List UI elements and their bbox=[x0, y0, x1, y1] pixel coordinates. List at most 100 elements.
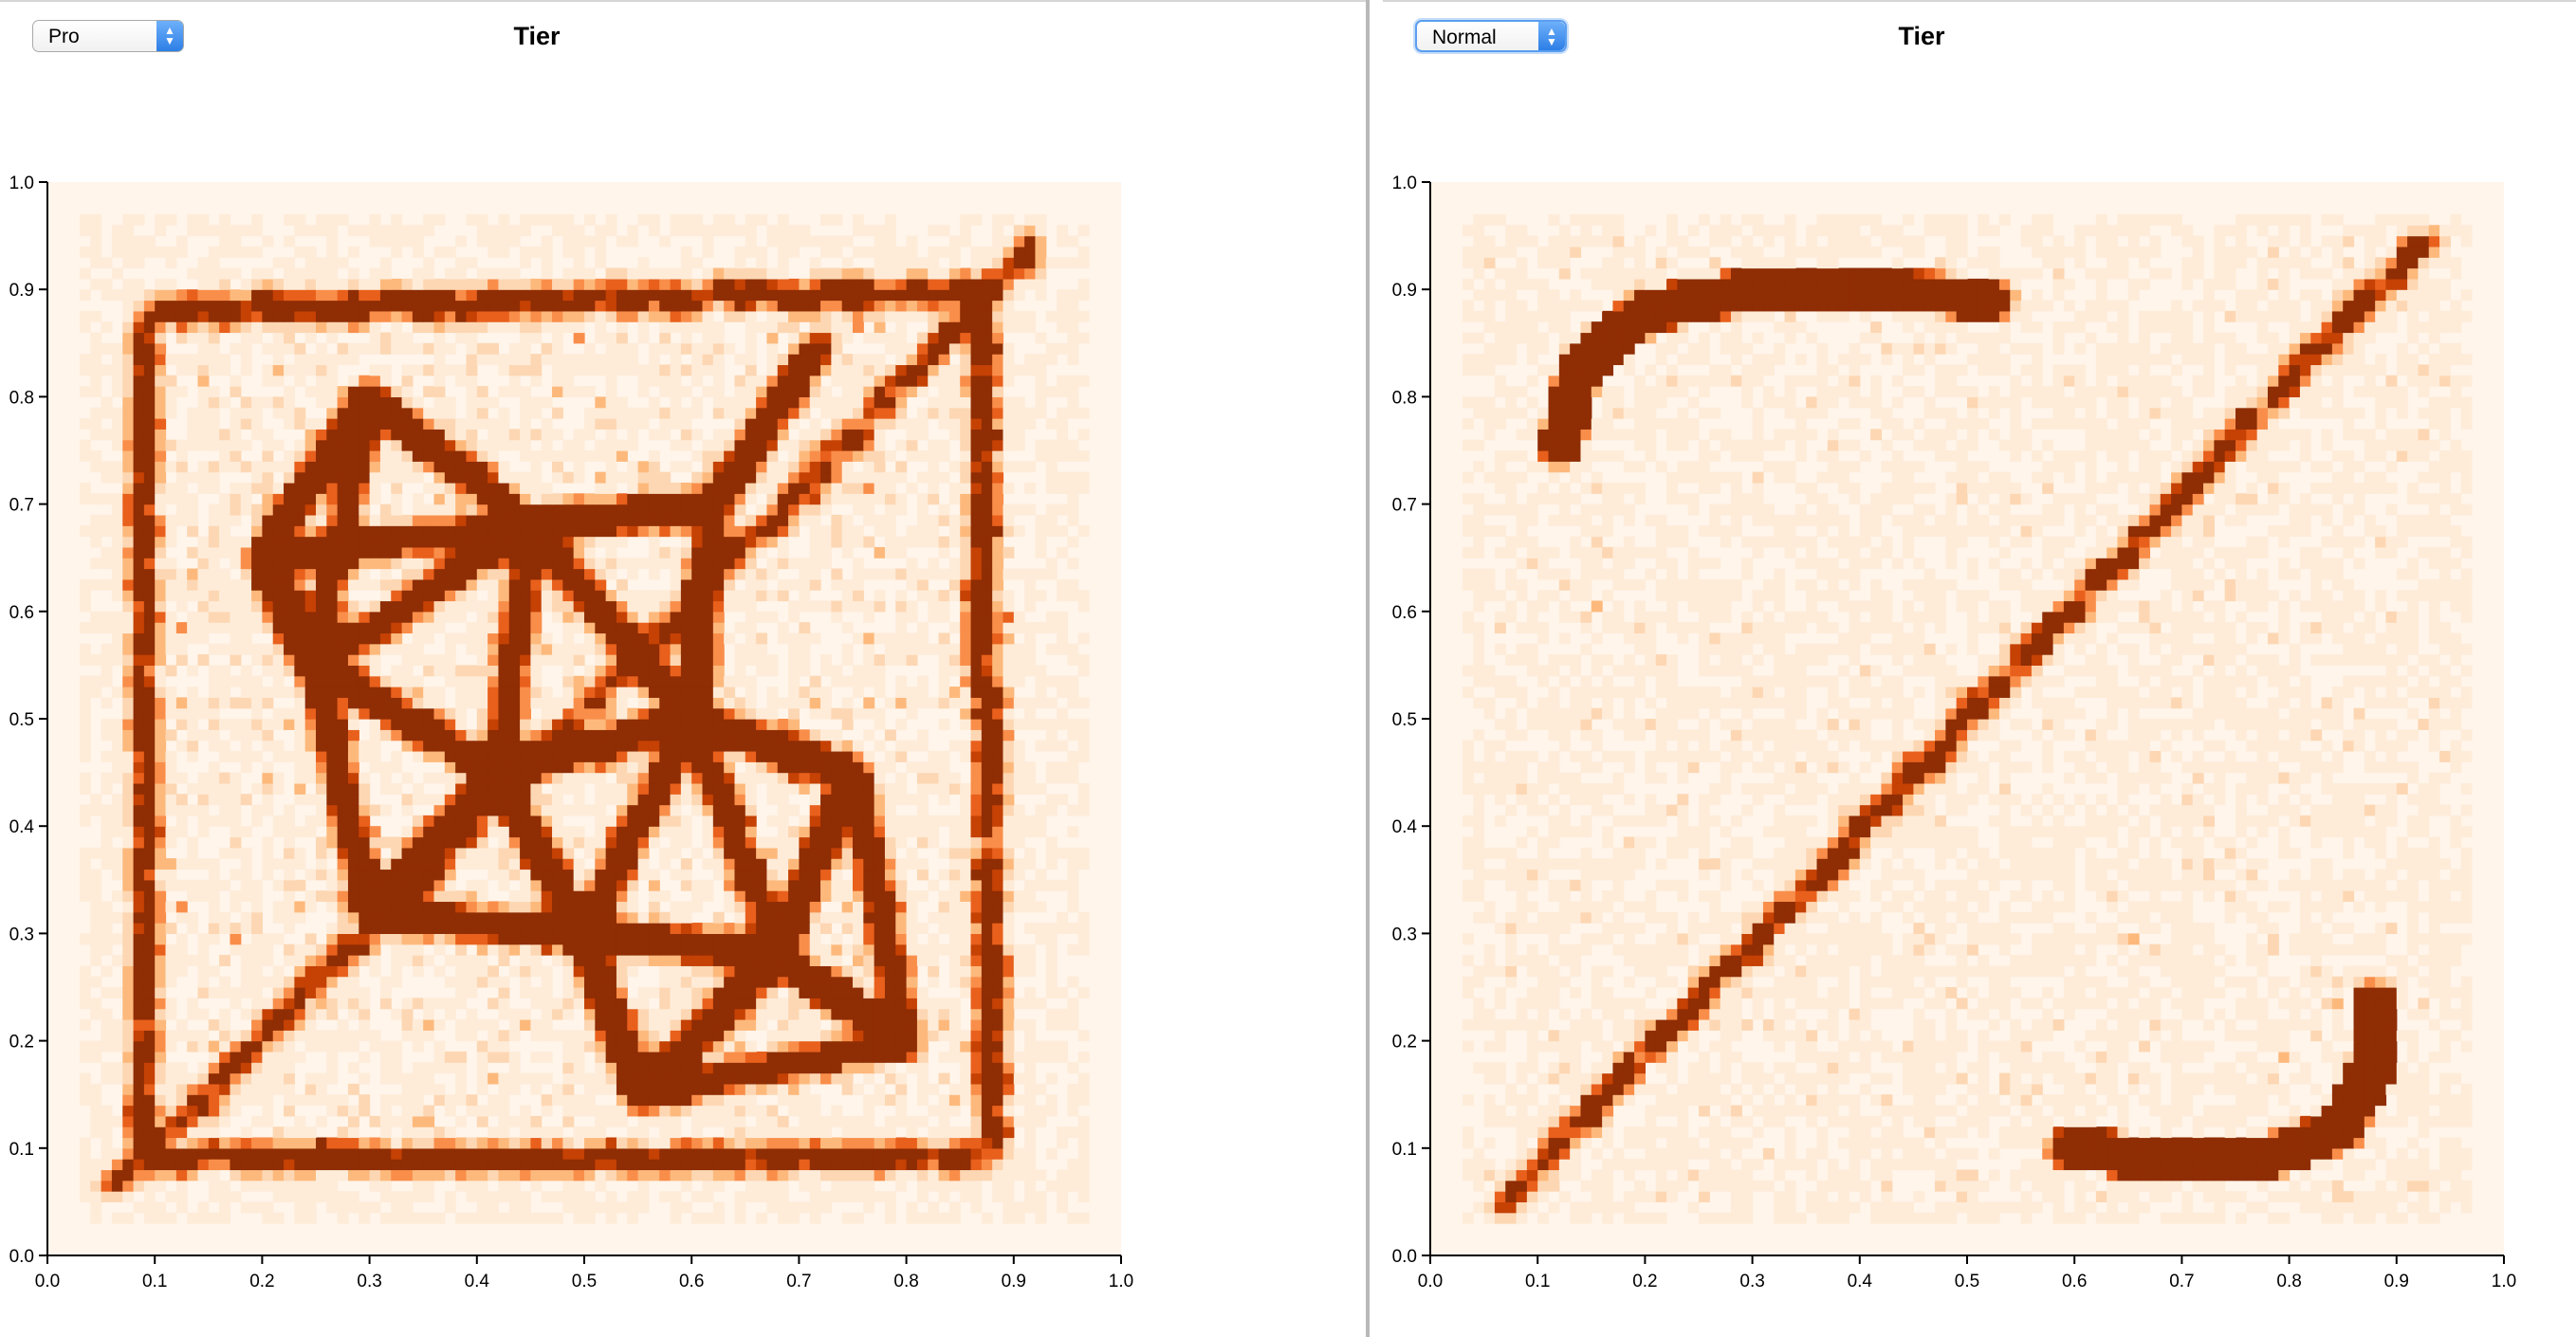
heatmap-cell bbox=[777, 858, 789, 870]
heatmap-cell bbox=[1003, 729, 1015, 742]
heatmap-cell bbox=[444, 654, 456, 666]
heatmap-cell bbox=[143, 911, 156, 924]
heatmap-cell bbox=[1024, 1115, 1037, 1127]
heatmap-cell bbox=[552, 643, 563, 655]
heatmap-cell bbox=[466, 536, 478, 548]
heatmap-cell bbox=[208, 869, 220, 881]
heatmap-cell bbox=[724, 1159, 736, 1171]
heatmap-cell bbox=[724, 719, 736, 730]
heatmap-cell bbox=[133, 525, 145, 538]
heatmap-cell bbox=[659, 1147, 672, 1160]
heatmap-cell bbox=[90, 901, 102, 913]
heatmap-cell bbox=[992, 1147, 1004, 1160]
heatmap-cell bbox=[895, 890, 908, 903]
heatmap-cell bbox=[799, 1105, 811, 1117]
heatmap-cell bbox=[508, 901, 521, 913]
heatmap-cell bbox=[745, 794, 757, 806]
heatmap-cell bbox=[498, 1051, 510, 1063]
heatmap-cell bbox=[992, 525, 1004, 538]
heatmap-cell bbox=[433, 847, 446, 859]
heatmap-cell bbox=[230, 536, 242, 548]
heatmap-cell bbox=[401, 707, 414, 720]
heatmap-cell bbox=[208, 568, 220, 580]
heatmap-cell bbox=[895, 719, 908, 730]
heatmap-cell bbox=[143, 794, 156, 806]
heatmap-cell bbox=[455, 558, 468, 570]
heatmap-cell bbox=[412, 998, 424, 1010]
heatmap-cell bbox=[498, 794, 510, 806]
heatmap-cell bbox=[530, 772, 543, 784]
heatmap-cell bbox=[637, 998, 650, 1010]
heatmap-cell bbox=[508, 761, 521, 774]
heatmap-cell bbox=[347, 1137, 359, 1149]
heatmap-cell bbox=[122, 546, 135, 559]
heatmap-cell bbox=[627, 955, 639, 966]
heatmap-cell bbox=[143, 504, 156, 516]
heatmap-cell bbox=[101, 1191, 113, 1202]
heatmap-cell bbox=[133, 976, 145, 988]
heatmap-cell bbox=[1045, 987, 1058, 998]
heatmap-cell bbox=[884, 1018, 896, 1031]
heatmap-cell bbox=[637, 1040, 650, 1053]
heatmap-cell bbox=[874, 687, 886, 698]
heatmap-cell bbox=[691, 1062, 704, 1074]
heatmap-cell bbox=[541, 869, 553, 881]
heatmap-cell bbox=[294, 1094, 306, 1107]
heatmap-cell bbox=[359, 943, 371, 956]
heatmap-cell bbox=[712, 740, 725, 752]
heatmap-cell bbox=[724, 858, 736, 870]
heatmap-cell bbox=[379, 568, 392, 580]
heatmap-cell bbox=[337, 901, 349, 913]
heatmap-cell bbox=[552, 578, 563, 591]
heatmap-cell bbox=[874, 847, 886, 859]
heatmap-cell bbox=[101, 1147, 113, 1160]
heatmap-cell bbox=[745, 514, 757, 526]
heatmap-cell bbox=[165, 1072, 177, 1085]
heatmap-cell bbox=[208, 1126, 220, 1139]
heatmap-cell bbox=[777, 869, 789, 881]
heatmap-cell bbox=[734, 923, 746, 934]
heatmap-cell bbox=[874, 1094, 886, 1107]
heatmap-cell bbox=[122, 1137, 135, 1149]
heatmap-cell bbox=[637, 943, 650, 956]
heatmap-cell bbox=[219, 514, 231, 526]
heatmap-cell bbox=[294, 782, 306, 795]
heatmap-cell bbox=[938, 794, 950, 806]
tier-select-left[interactable]: Pro ▲ ▼ bbox=[32, 20, 184, 52]
heatmap-cell bbox=[284, 879, 295, 891]
heatmap-cell bbox=[1035, 697, 1047, 709]
heatmap-cell bbox=[992, 697, 1004, 709]
heatmap-cell bbox=[938, 1072, 950, 1085]
heatmap-cell bbox=[809, 1008, 821, 1020]
heatmap-cell bbox=[960, 740, 972, 752]
heatmap-cell bbox=[960, 697, 972, 709]
heatmap-cell bbox=[541, 719, 553, 730]
heatmap-cell bbox=[992, 1191, 1004, 1202]
heatmap-cell bbox=[648, 1072, 660, 1085]
heatmap-cell bbox=[766, 911, 779, 924]
heatmap-cell bbox=[401, 611, 414, 623]
heatmap-cell bbox=[670, 794, 682, 806]
heatmap-cell bbox=[326, 590, 339, 602]
heatmap-cell bbox=[928, 1137, 940, 1149]
heatmap-cell bbox=[391, 911, 403, 924]
heatmap-cell bbox=[272, 901, 285, 913]
heatmap-cell bbox=[423, 1191, 435, 1202]
heatmap-cell bbox=[433, 568, 446, 580]
heatmap-cell bbox=[605, 665, 617, 677]
heatmap-cell bbox=[219, 622, 231, 634]
heatmap-cell bbox=[1003, 707, 1015, 720]
heatmap-cell bbox=[455, 611, 468, 623]
heatmap-cell bbox=[379, 1051, 392, 1063]
heatmap-cell bbox=[401, 1201, 414, 1214]
heatmap-cell bbox=[412, 782, 424, 795]
heatmap-cell bbox=[745, 987, 757, 998]
heatmap-cell bbox=[659, 794, 672, 806]
heatmap-cell bbox=[316, 794, 327, 806]
heatmap-cell bbox=[476, 955, 488, 966]
heatmap-cell bbox=[992, 890, 1004, 903]
heatmap-cell bbox=[584, 568, 596, 580]
heatmap-cell bbox=[853, 943, 864, 956]
heatmap-cell bbox=[616, 987, 628, 998]
heatmap-cell bbox=[970, 643, 983, 655]
